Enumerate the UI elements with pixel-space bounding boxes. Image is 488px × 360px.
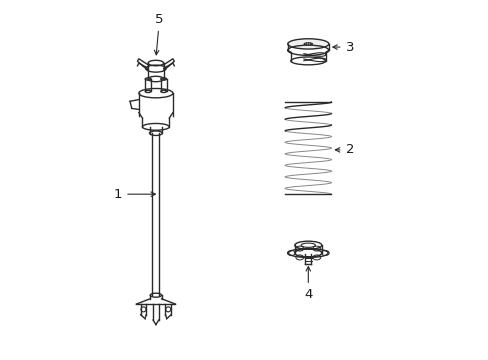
Text: 5: 5 (154, 13, 163, 55)
Ellipse shape (304, 43, 312, 45)
Text: 3: 3 (332, 41, 353, 54)
Text: 1: 1 (114, 188, 155, 201)
Ellipse shape (287, 39, 328, 49)
Text: 4: 4 (304, 267, 312, 301)
Text: 2: 2 (335, 143, 353, 156)
